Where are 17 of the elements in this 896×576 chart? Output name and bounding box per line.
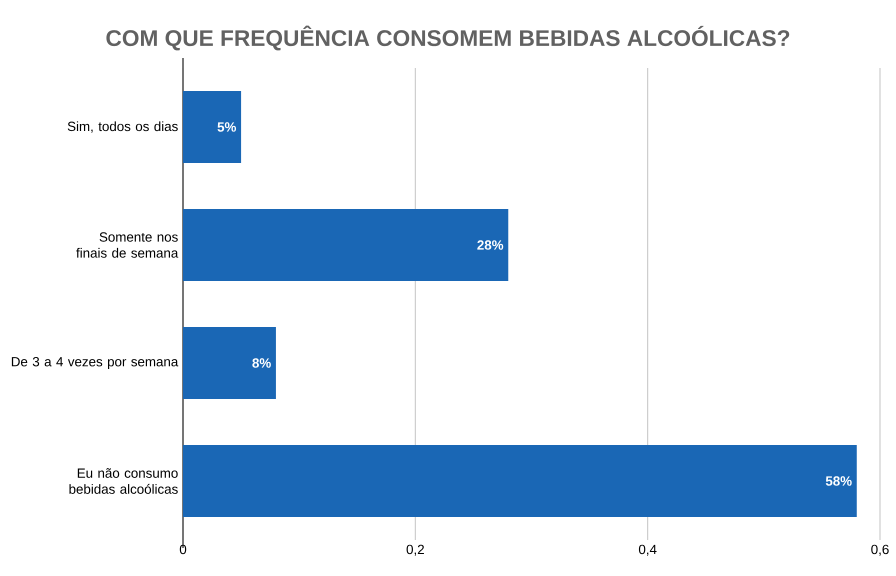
data-label: 5% [218,122,236,132]
y-tick-label: Somente nos finais de semana [76,232,178,258]
data-label: 28% [477,240,504,250]
data-label: 58% [826,476,852,486]
y-tick-label: Eu não consumo bebidas alcoólicas [69,468,178,494]
chart-title: COM QUE FREQUÊNCIA CONSOMEM BEBIDAS ALCOÓLICAS? [106,26,790,50]
x-tick-label: 0,4 [638,544,657,556]
bar [183,327,276,399]
data-label: 8% [252,358,271,368]
y-tick-label: Sim, todos os dias [68,121,178,133]
bar [183,209,508,281]
y-tick-label: De 3 a 4 vezes por semana [12,356,178,370]
x-tick-label: 0,2 [406,544,424,556]
bar [183,445,857,517]
bar [183,91,242,163]
x-tick-label: 0 [180,544,186,554]
x-tick-label: 0,6 [871,544,889,556]
